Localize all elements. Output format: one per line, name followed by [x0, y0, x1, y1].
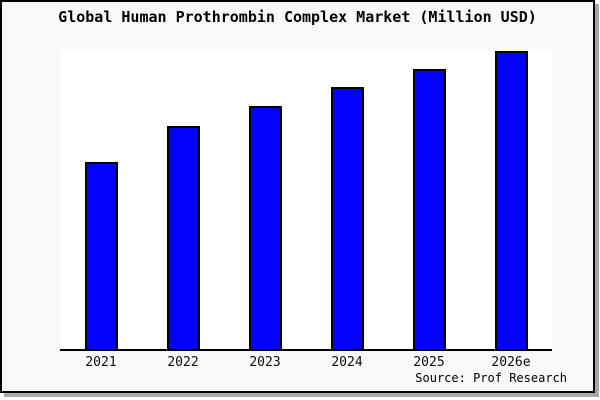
bar-2021	[84, 162, 118, 349]
x-tick-label-2022: 2022	[167, 355, 199, 370]
x-tick-label-2024: 2024	[331, 355, 363, 370]
x-tick-label-2023: 2023	[249, 355, 281, 370]
chart-title: Global Human Prothrombin Complex Market …	[58, 8, 537, 26]
x-tick-label-2026e: 2026e	[491, 355, 531, 370]
source-note: Source: Prof Research	[415, 371, 567, 385]
plot-area	[60, 49, 552, 351]
bar-2023	[248, 106, 282, 349]
x-tick-label-2025: 2025	[413, 355, 445, 370]
chart-frame: Global Human Prothrombin Complex Market …	[0, 0, 595, 393]
bar-2026e	[494, 51, 528, 349]
bar-2022	[166, 126, 200, 349]
bar-2025	[412, 69, 446, 349]
bar-2024	[330, 87, 364, 349]
x-tick-label-2021: 2021	[85, 355, 117, 370]
